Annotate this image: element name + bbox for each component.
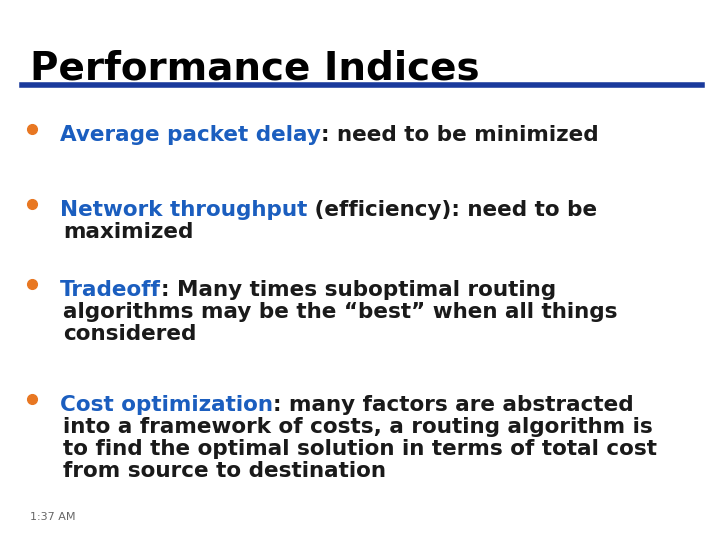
- Text: Tradeoff: Tradeoff: [60, 280, 161, 300]
- Text: Network throughput: Network throughput: [60, 200, 307, 220]
- Text: 1:37 AM: 1:37 AM: [30, 512, 76, 522]
- Text: : need to be minimized: : need to be minimized: [321, 125, 598, 145]
- Text: maximized: maximized: [63, 222, 194, 242]
- Text: Average packet delay: Average packet delay: [60, 125, 321, 145]
- Text: algorithms may be the “best” when all things: algorithms may be the “best” when all th…: [63, 302, 618, 322]
- Text: : many factors are abstracted: : many factors are abstracted: [273, 395, 634, 415]
- Text: Performance Indices: Performance Indices: [30, 50, 480, 88]
- Text: to find the optimal solution in terms of total cost: to find the optimal solution in terms of…: [63, 439, 657, 459]
- Text: (efficiency): need to be: (efficiency): need to be: [307, 200, 598, 220]
- Text: into a framework of costs, a routing algorithm is: into a framework of costs, a routing alg…: [63, 417, 653, 437]
- Text: Cost optimization: Cost optimization: [60, 395, 273, 415]
- Text: considered: considered: [63, 324, 197, 344]
- Text: from source to destination: from source to destination: [63, 461, 386, 481]
- Text: : Many times suboptimal routing: : Many times suboptimal routing: [161, 280, 556, 300]
